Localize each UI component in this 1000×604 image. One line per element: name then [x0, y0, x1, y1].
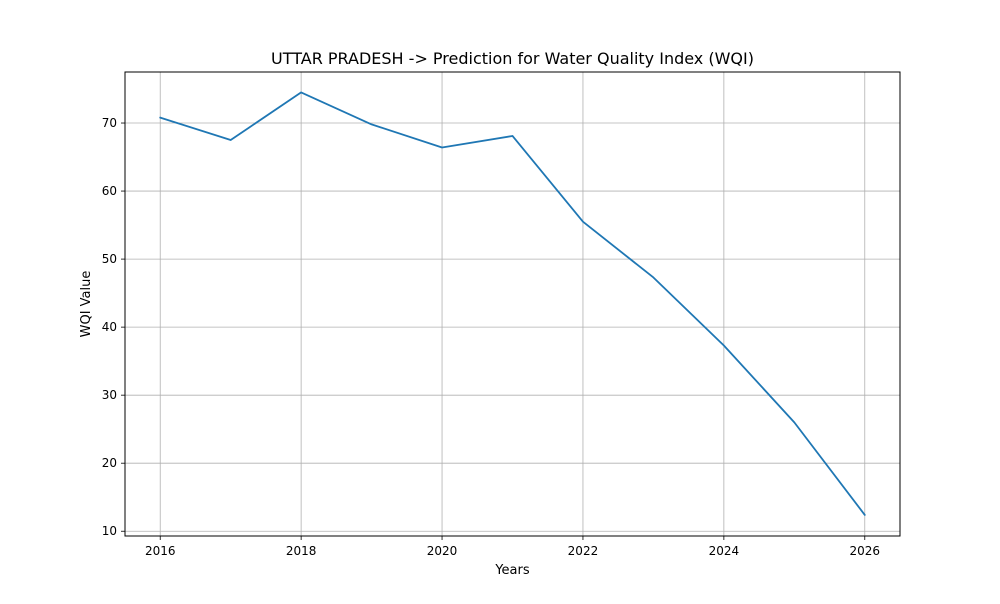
- y-tick-label: 50: [102, 252, 117, 266]
- y-tick-label: 10: [102, 524, 117, 538]
- grid-lines: [125, 72, 900, 536]
- axis-ticks: 2016 2018 2020 2022 2024 2026 10 20 30 40 50 60 70: [102, 116, 880, 558]
- series-lines: [159, 91, 866, 516]
- x-axis-label: Years: [494, 563, 530, 578]
- chart-title: UTTAR PRADESH -> Prediction for Water Qu…: [271, 49, 754, 68]
- x-tick-label: 2024: [709, 544, 740, 558]
- x-tick-label: 2018: [286, 544, 317, 558]
- x-tick-label: 2022: [568, 544, 599, 558]
- y-axis-label: WQI Value: [79, 271, 94, 338]
- x-tick-label: 2026: [849, 544, 880, 558]
- x-tick-label: 2016: [145, 544, 176, 558]
- y-tick-label: 60: [102, 184, 117, 198]
- y-tick-label: 30: [102, 388, 117, 402]
- x-tick-label: 2020: [427, 544, 458, 558]
- y-tick-label: 20: [102, 456, 117, 470]
- y-tick-label: 70: [102, 116, 117, 130]
- plot-area-frame: [124, 71, 901, 537]
- y-tick-label: 40: [102, 320, 117, 334]
- series-line: [159, 91, 866, 516]
